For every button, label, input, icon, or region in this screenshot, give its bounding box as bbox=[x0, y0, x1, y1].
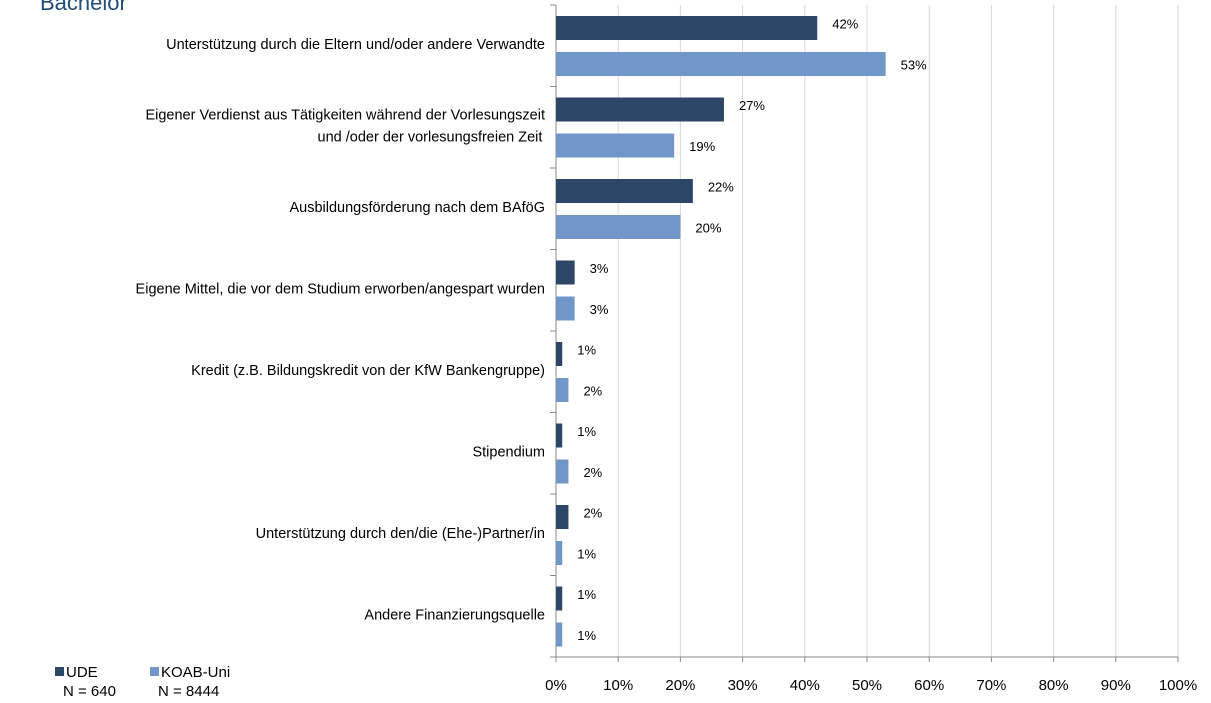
bar bbox=[556, 541, 563, 565]
legend-label: KOAB-Uni bbox=[161, 664, 230, 681]
chart-title: Bachelor bbox=[40, 0, 127, 15]
value-label: 3% bbox=[590, 302, 609, 317]
y-tick-label: Ausbildungsförderung nach dem BAföG bbox=[289, 200, 545, 216]
y-tick-label: Andere Finanzierungsquelle bbox=[364, 607, 545, 623]
x-tick-label: 20% bbox=[665, 677, 695, 694]
y-tick-label: Eigene Mittel, die vor dem Studium erwor… bbox=[136, 281, 545, 297]
x-tick-label: 60% bbox=[914, 677, 944, 694]
value-label: 27% bbox=[739, 98, 765, 113]
x-tick-label: 40% bbox=[790, 677, 820, 694]
x-tick-label: 10% bbox=[603, 677, 633, 694]
legend-swatch bbox=[55, 667, 64, 676]
legend-swatch bbox=[150, 667, 159, 676]
legend-note: N = 8444 bbox=[158, 683, 219, 700]
value-label: 1% bbox=[577, 342, 596, 357]
value-label: 1% bbox=[577, 424, 596, 439]
x-tick-label: 90% bbox=[1101, 677, 1131, 694]
value-label: 2% bbox=[583, 465, 602, 480]
bar bbox=[556, 505, 569, 529]
bar bbox=[556, 97, 724, 122]
value-label: 2% bbox=[583, 505, 602, 520]
value-label: 22% bbox=[708, 179, 734, 194]
y-tick-label: Unterstützung durch die Eltern und/oder … bbox=[166, 37, 545, 53]
bar bbox=[556, 52, 886, 76]
x-tick-label: 80% bbox=[1039, 677, 1069, 694]
bar bbox=[556, 423, 563, 448]
x-tick-label: 50% bbox=[852, 677, 882, 694]
x-tick-label: 30% bbox=[728, 677, 758, 694]
y-tick-label: Eigener Verdienst aus Tätigkeiten währen… bbox=[145, 107, 545, 145]
bar bbox=[556, 133, 675, 158]
bar bbox=[556, 622, 563, 647]
y-tick-label: Stipendium bbox=[472, 444, 545, 460]
y-tick-label: Kredit (z.B. Bildungskredit von der KfW … bbox=[191, 363, 545, 379]
value-label: 1% bbox=[577, 546, 596, 561]
y-tick-label: Unterstützung durch den/die (Ehe-)Partne… bbox=[256, 526, 545, 542]
value-label: 19% bbox=[689, 139, 715, 154]
value-label: 42% bbox=[832, 16, 858, 31]
bar bbox=[556, 215, 681, 239]
bar bbox=[556, 459, 569, 484]
legend-label: UDE bbox=[66, 664, 98, 681]
legend-note: N = 640 bbox=[63, 683, 116, 700]
bar bbox=[556, 179, 693, 203]
bar bbox=[556, 296, 575, 321]
value-label: 1% bbox=[577, 587, 596, 602]
bar bbox=[556, 378, 569, 402]
bar bbox=[556, 342, 563, 366]
bar bbox=[556, 16, 818, 40]
x-tick-label: 0% bbox=[545, 677, 567, 694]
value-label: 2% bbox=[583, 383, 602, 398]
value-label: 1% bbox=[577, 628, 596, 643]
value-label: 3% bbox=[590, 261, 609, 276]
value-label: 20% bbox=[695, 220, 721, 235]
value-label: 53% bbox=[901, 57, 927, 72]
bar bbox=[556, 260, 575, 285]
x-tick-label: 100% bbox=[1159, 677, 1197, 694]
bar bbox=[556, 586, 563, 611]
x-tick-label: 70% bbox=[976, 677, 1006, 694]
